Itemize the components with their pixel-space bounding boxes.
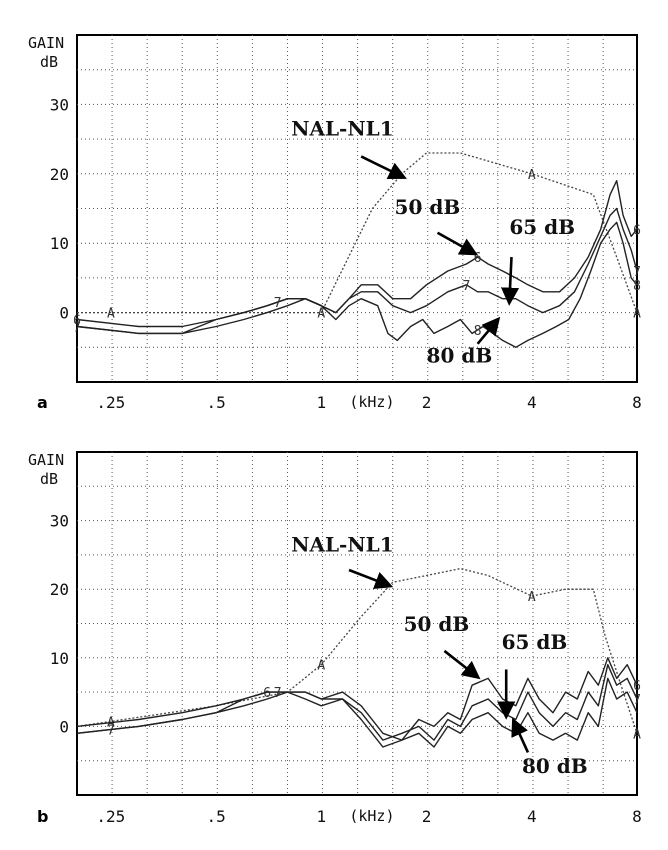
annotation-arrow <box>443 649 481 680</box>
annotation-arrow <box>500 257 520 306</box>
panel-label: b <box>37 807 48 826</box>
y-tick-label: 30 <box>50 512 69 531</box>
series-point-marker: 7 <box>107 723 115 738</box>
x-tick-label: .5 <box>206 393 225 412</box>
series-point-marker: 6 <box>633 679 641 694</box>
series-point-marker: 7 <box>633 265 641 280</box>
annotation-label: 80 dB <box>522 754 588 778</box>
series-line-50-db <box>76 657 638 741</box>
series-point-marker: 7 <box>274 686 282 701</box>
x-axis-unit: (kHz) <box>349 393 394 411</box>
x-tick-label: .25 <box>96 807 125 826</box>
gridlines <box>77 35 637 382</box>
series-point-marker: 6 <box>633 223 641 238</box>
x-tick-label: 2 <box>422 393 432 412</box>
series-point-marker: 8 <box>633 279 641 294</box>
series-point-marker: A <box>528 168 536 183</box>
series-point-marker: A <box>633 727 641 742</box>
annotation-arrow <box>476 316 501 345</box>
y-tick-label: 20 <box>50 580 69 599</box>
series-point-marker: 7 <box>73 320 81 335</box>
x-tick-label: 8 <box>632 807 642 826</box>
annotation-arrow <box>511 717 530 754</box>
y-tick-label: 0 <box>59 304 69 323</box>
annotation-label: 65 dB <box>509 215 575 239</box>
y-tick-label: 0 <box>59 717 69 736</box>
series-line-50-db <box>76 180 638 328</box>
series-point-marker: 6 <box>474 251 482 266</box>
annotation-label: NAL-NL1 <box>291 117 393 141</box>
annotation-arrow <box>348 568 394 590</box>
series-line-65-db <box>76 664 638 741</box>
series-point-marker: 7 <box>462 279 470 294</box>
annotation-label: 50 dB <box>404 612 470 636</box>
series-point-marker: A <box>633 307 641 322</box>
series-point-marker: 6 <box>263 686 271 701</box>
series-point-marker: A <box>528 590 536 605</box>
annotation-label: 50 dB <box>395 195 461 219</box>
x-tick-label: .5 <box>206 807 225 826</box>
series-point-marker: A <box>107 307 115 322</box>
x-tick-label: 1 <box>317 393 327 412</box>
series-point-marker: 7 <box>274 296 282 311</box>
y-axis-label: GAIN <box>28 34 64 52</box>
series-point-marker: A <box>317 659 325 674</box>
x-tick-label: 2 <box>422 807 432 826</box>
x-tick-label: 8 <box>632 393 642 412</box>
x-tick-label: .25 <box>96 393 125 412</box>
x-tick-label: 4 <box>527 393 537 412</box>
x-tick-label: 1 <box>317 807 327 826</box>
y-tick-label: 10 <box>50 234 69 253</box>
series-point-marker: 6 <box>73 314 81 329</box>
annotation-label: 65 dB <box>502 630 568 654</box>
y-tick-label: 20 <box>50 165 69 184</box>
series-line-80-db <box>76 221 638 348</box>
x-axis-unit: (kHz) <box>349 807 394 825</box>
y-axis-label: GAIN <box>28 451 64 469</box>
series-line-65-db <box>76 207 638 335</box>
gridlines <box>77 452 637 795</box>
series-line-80-db <box>76 677 638 748</box>
annotations: NAL-NL1 50 dB 65 dB 80 dB <box>291 117 575 368</box>
series-point-marker: A <box>317 307 325 322</box>
annotation-label: 80 dB <box>427 344 493 368</box>
annotations: NAL-NL1 50 dB 65 dB 80 dB <box>291 532 587 778</box>
y-axis-unit: dB <box>40 53 58 71</box>
x-tick-label: 4 <box>527 807 537 826</box>
y-tick-label: 10 <box>50 649 69 668</box>
panel-label: a <box>37 393 48 412</box>
annotation-arrow <box>436 231 479 256</box>
annotation-arrow <box>360 155 407 180</box>
series-point-marker: 7 <box>633 693 641 708</box>
y-axis-unit: dB <box>40 470 58 488</box>
series-point-marker: 8 <box>474 324 482 339</box>
annotation-label: NAL-NL1 <box>291 532 393 556</box>
y-tick-label: 30 <box>50 95 69 114</box>
